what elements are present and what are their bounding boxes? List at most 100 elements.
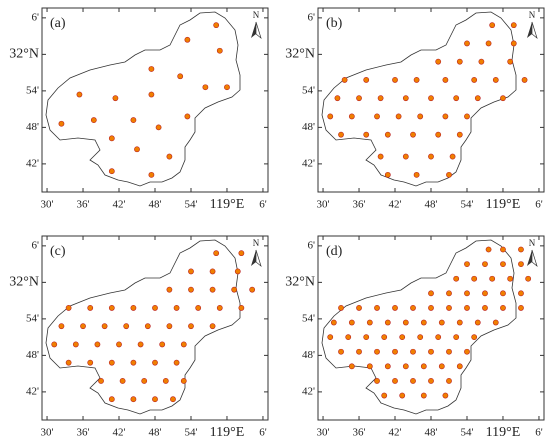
y-tick-label: 54'	[26, 312, 39, 324]
station-dot	[166, 286, 173, 293]
station-dot	[438, 319, 445, 326]
station-dot	[224, 84, 230, 91]
station-dot	[108, 135, 115, 142]
y-tick-label: 48'	[26, 349, 39, 361]
station-dot	[420, 319, 427, 326]
station-dot	[72, 341, 79, 348]
map-frame	[41, 7, 269, 193]
station-dot	[492, 319, 499, 326]
station-dot	[130, 305, 137, 311]
station-dot	[402, 319, 409, 326]
station-dot	[510, 22, 517, 29]
station-dot	[348, 319, 355, 326]
station-dot	[195, 305, 202, 311]
station-dot	[238, 250, 245, 257]
station-dot	[130, 117, 137, 123]
x-tick-label: 48'	[425, 427, 438, 439]
x-tick-label: 54'	[184, 427, 197, 439]
station-dot	[130, 396, 137, 403]
station-dot	[188, 323, 194, 330]
station-dot	[428, 153, 434, 160]
station-dot	[58, 120, 65, 127]
station-dot	[453, 95, 460, 102]
station-dot	[152, 396, 158, 403]
station-dot	[170, 396, 176, 403]
x-tick-label: 30'	[41, 199, 54, 211]
station-dot	[402, 153, 409, 160]
station-dot	[65, 359, 72, 366]
station-dot	[231, 286, 238, 293]
station-dot	[108, 305, 115, 311]
north-arrow	[251, 250, 256, 266]
station-dot	[348, 363, 355, 370]
station-dot	[525, 275, 532, 282]
station-dot	[442, 77, 449, 83]
station-dot	[500, 246, 506, 253]
station-dot	[402, 95, 409, 102]
station-dot	[417, 113, 424, 120]
x-tick-label: 54'	[460, 199, 473, 211]
station-dot	[166, 153, 173, 160]
y-tick-label: 32°N	[285, 47, 315, 62]
station-dot	[442, 392, 449, 399]
x-tick-label: 119°E	[210, 425, 245, 440]
station-dot	[518, 305, 524, 311]
station-dot	[521, 77, 528, 83]
station-dot	[471, 77, 478, 83]
station-dot	[464, 290, 470, 297]
station-dot	[395, 113, 402, 120]
x-tick-label: 42'	[389, 427, 402, 439]
x-tick-label: 30'	[317, 199, 330, 211]
x-tick-label: 48'	[149, 427, 162, 439]
station-dot	[65, 305, 72, 311]
station-dot	[374, 305, 380, 311]
station-dot	[188, 268, 194, 275]
station-dot	[345, 334, 352, 341]
north-arrow	[527, 250, 532, 266]
station-dot	[482, 261, 488, 268]
x-tick-label: 36'	[77, 199, 90, 211]
station-dot	[399, 334, 406, 341]
station-dot	[474, 319, 481, 326]
y-tick-label: 6'	[32, 11, 40, 23]
station-dot	[363, 334, 370, 341]
station-dot	[366, 319, 373, 326]
x-tick-label: 30'	[317, 427, 330, 439]
station-dot	[112, 95, 119, 102]
station-dot	[148, 66, 155, 72]
station-dot	[327, 113, 334, 120]
station-dot	[518, 246, 524, 253]
y-tick-label: 32°N	[9, 47, 39, 62]
station-dot	[338, 305, 344, 311]
station-dot	[338, 348, 344, 355]
y-tick-label: 42'	[302, 157, 315, 169]
station-dot	[152, 359, 158, 366]
map-panel: 30' 36' 42' 48' 54' 119°E 6' 6' 32°N 54' 48' 42' (a)…	[9, 7, 269, 212]
station-dot	[500, 305, 506, 311]
x-tick-label: 48'	[425, 199, 438, 211]
station-dot	[410, 131, 416, 138]
north-label: N	[253, 238, 260, 248]
station-dot	[123, 323, 130, 330]
station-dot	[366, 363, 373, 370]
station-dot	[420, 392, 427, 399]
x-tick-label: 54'	[460, 427, 473, 439]
station-dot	[180, 341, 187, 348]
station-dot	[428, 290, 434, 297]
x-tick-label: 119°E	[486, 197, 521, 212]
station-dot	[453, 334, 460, 341]
station-dot	[410, 348, 416, 355]
station-dot	[184, 36, 191, 43]
station-dot	[435, 334, 442, 341]
x-tick-label: 30'	[41, 427, 54, 439]
region-outline	[321, 239, 517, 415]
station-dot	[341, 77, 348, 83]
station-dot	[464, 40, 470, 47]
station-dot	[428, 378, 434, 384]
station-dot	[392, 378, 398, 384]
station-dot	[155, 124, 162, 131]
station-dot	[234, 268, 241, 275]
station-dot	[384, 171, 391, 178]
station-dot	[428, 95, 434, 102]
